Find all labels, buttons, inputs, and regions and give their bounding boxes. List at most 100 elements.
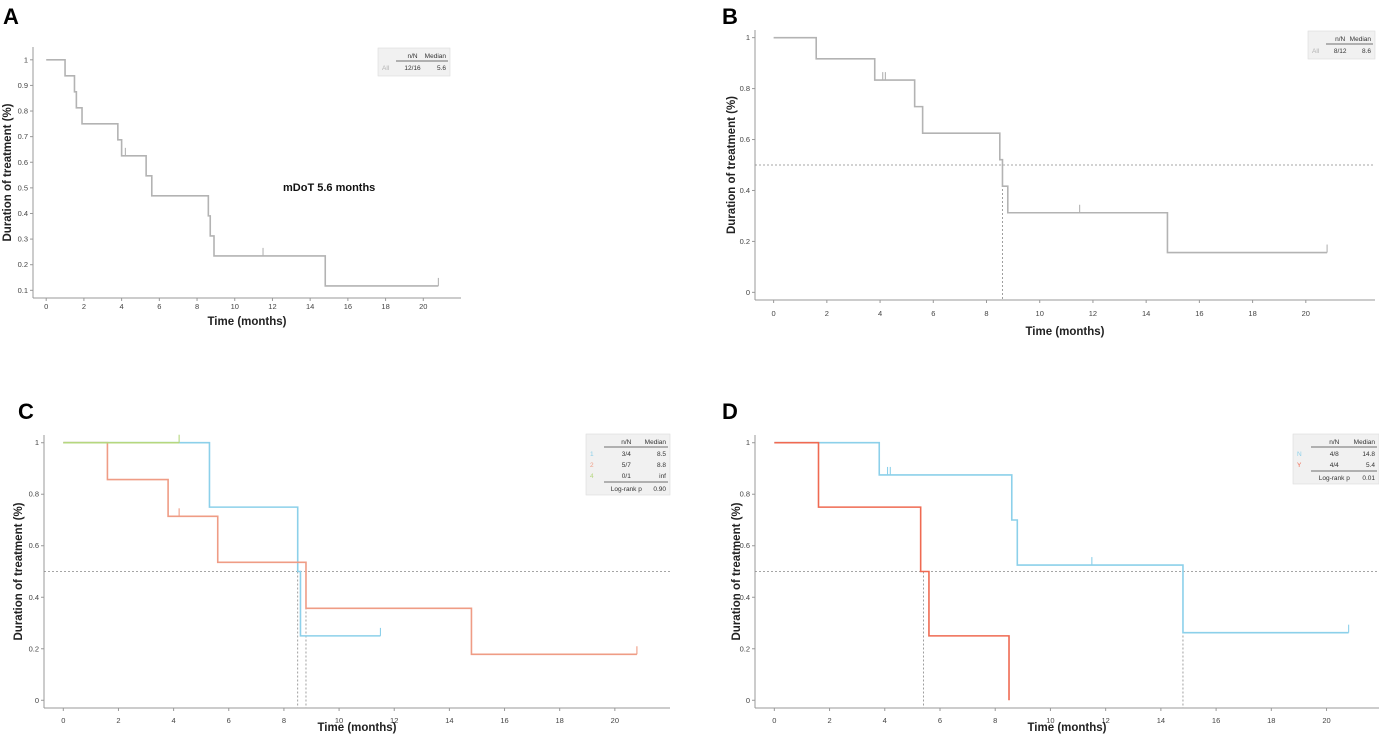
y-axis-title-c: Duration of treatment (%)	[13, 502, 25, 640]
y-tick-label-a: 0.3	[18, 235, 28, 244]
x-tick-label-c: 8	[282, 716, 286, 725]
y-axis-title-a: Duration of treatment (%)	[2, 103, 14, 241]
panel-letter-b: B	[722, 4, 738, 29]
legend-nn-c-4: 0/1	[622, 473, 631, 480]
panel-letter-c: C	[18, 399, 34, 424]
legend-group-c-1: 1	[590, 451, 594, 458]
legend-box-a	[377, 47, 451, 77]
x-tick-label-a: 16	[344, 302, 352, 311]
panel-d: 0 2 4 6 8 10 12 14 16 18 20 0 0.2 0.4 0.6 0.8 1 Time (mon…	[731, 433, 1379, 734]
x-tick-label-c: 0	[61, 716, 65, 725]
y-axis-title-d: Duration of treatment (%)	[731, 502, 743, 640]
x-tick-label-a: 6	[157, 302, 161, 311]
legend-group-c-4: 4	[590, 473, 594, 480]
legend-b: n/N Median All 8/12 8.6	[1307, 30, 1376, 60]
x-tick-label-a: 4	[120, 302, 124, 311]
y-tick-label-b: 0.4	[740, 186, 750, 195]
x-tick-label-c: 14	[445, 716, 453, 725]
x-tick-label-b: 16	[1195, 309, 1203, 318]
km-curve-b-all	[773, 36, 1328, 254]
y-tick-label-a: 1	[24, 55, 28, 64]
y-tick-label-b: 0.2	[740, 237, 750, 246]
legend-nn-c-2: 5/7	[622, 462, 631, 469]
x-tick-label-b: 8	[984, 309, 988, 318]
legend-group-d-n: N	[1297, 451, 1302, 458]
x-tick-label-c: 12	[390, 716, 398, 725]
y-tick-label-a: 0.5	[18, 183, 28, 192]
x-tick-label-b: 14	[1142, 309, 1150, 318]
y-tick-label-c: 0	[35, 696, 39, 705]
y-tick-label-a: 0.9	[18, 81, 28, 90]
x-tick-label-b: 4	[878, 309, 882, 318]
y-tick-label-c: 0.2	[29, 644, 39, 653]
legend-nn-a-all: 12/16	[404, 65, 421, 72]
x-tick-label-d: 18	[1267, 716, 1275, 725]
x-tick-label-c: 20	[611, 716, 619, 725]
x-tick-label-d: 0	[772, 716, 776, 725]
x-tick-label-d: 12	[1101, 716, 1109, 725]
x-tick-label-c: 6	[227, 716, 231, 725]
legend-header-nn-b: n/N	[1335, 36, 1345, 43]
x-tick-label-a: 0	[44, 302, 48, 311]
x-tick-label-d: 2	[827, 716, 831, 725]
legend-a: n/N Median All 12/16 5.6	[377, 47, 451, 77]
x-tick-label-b: 20	[1302, 309, 1310, 318]
legend-median-b-all: 8.6	[1362, 48, 1371, 55]
x-tick-label-a: 2	[82, 302, 86, 311]
y-axis-title-b: Duration of treatment (%)	[726, 96, 738, 234]
legend-header-nn-d: n/N	[1329, 439, 1339, 446]
x-axis-title-b: Time (months)	[1025, 326, 1104, 338]
x-tick-label-b: 18	[1248, 309, 1256, 318]
km-curve-c-1	[63, 441, 381, 637]
x-tick-label-a: 8	[195, 302, 199, 311]
y-tick-label-b: 0	[746, 288, 750, 297]
legend-box-c	[585, 433, 671, 496]
legend-box-b	[1307, 30, 1376, 60]
legend-nn-c-1: 3/4	[622, 451, 631, 458]
legend-median-c-1: 8.5	[657, 451, 666, 458]
legend-nn-d-y: 4/4	[1330, 462, 1339, 469]
x-tick-label-d: 20	[1322, 716, 1330, 725]
legend-header-median-c: Median	[645, 439, 667, 446]
x-tick-label-b: 12	[1089, 309, 1097, 318]
x-axis-title-d: Time (months)	[1027, 722, 1106, 734]
y-tick-label-c: 0.6	[29, 541, 39, 550]
x-tick-label-c: 4	[172, 716, 176, 725]
y-tick-label-d: 0.2	[740, 644, 750, 653]
x-tick-label-b: 6	[931, 309, 935, 318]
x-tick-label-b: 2	[825, 309, 829, 318]
x-tick-label-a: 18	[381, 302, 389, 311]
x-tick-label-c: 18	[556, 716, 564, 725]
legend-logrank-label-d: Log-rank p	[1319, 475, 1350, 482]
legend-c: n/N Median 1 3/4 8.5 2 5/7 8.8 4 0/1 inf Log-rank p…	[585, 433, 671, 496]
y-tick-label-d: 0.6	[740, 541, 750, 550]
x-tick-label-a: 20	[419, 302, 427, 311]
y-tick-label-d: 0.8	[740, 490, 750, 499]
y-tick-label-d: 1	[746, 438, 750, 447]
x-tick-label-d: 8	[993, 716, 997, 725]
y-tick-label-a: 0.2	[18, 260, 28, 269]
y-tick-label-c: 1	[35, 438, 39, 447]
legend-median-d-y: 5.4	[1366, 462, 1375, 469]
legend-box-d	[1292, 433, 1379, 485]
km-curve-c-2	[63, 441, 637, 656]
legend-header-median-a: Median	[425, 53, 447, 60]
legend-median-a-all: 5.6	[437, 65, 446, 72]
legend-group-b-all: All	[1312, 48, 1320, 55]
legend-median-c-2: 8.8	[657, 462, 666, 469]
x-tick-label-a: 14	[306, 302, 314, 311]
x-tick-label-d: 6	[938, 716, 942, 725]
x-axis-title-a: Time (months)	[207, 316, 286, 328]
km-curve-d-n	[774, 441, 1349, 634]
legend-group-c-2: 2	[590, 462, 594, 469]
x-tick-label-b: 10	[1036, 309, 1044, 318]
x-axis-title-c: Time (months)	[317, 722, 396, 734]
km-curve-a-all	[46, 59, 439, 287]
annotation-a: mDoT 5.6 months	[283, 182, 375, 194]
legend-header-median-d: Median	[1354, 439, 1376, 446]
y-tick-label-a: 0.1	[18, 286, 28, 295]
panel-letter-a: A	[3, 4, 19, 29]
km-curve-d-y	[774, 441, 1010, 701]
